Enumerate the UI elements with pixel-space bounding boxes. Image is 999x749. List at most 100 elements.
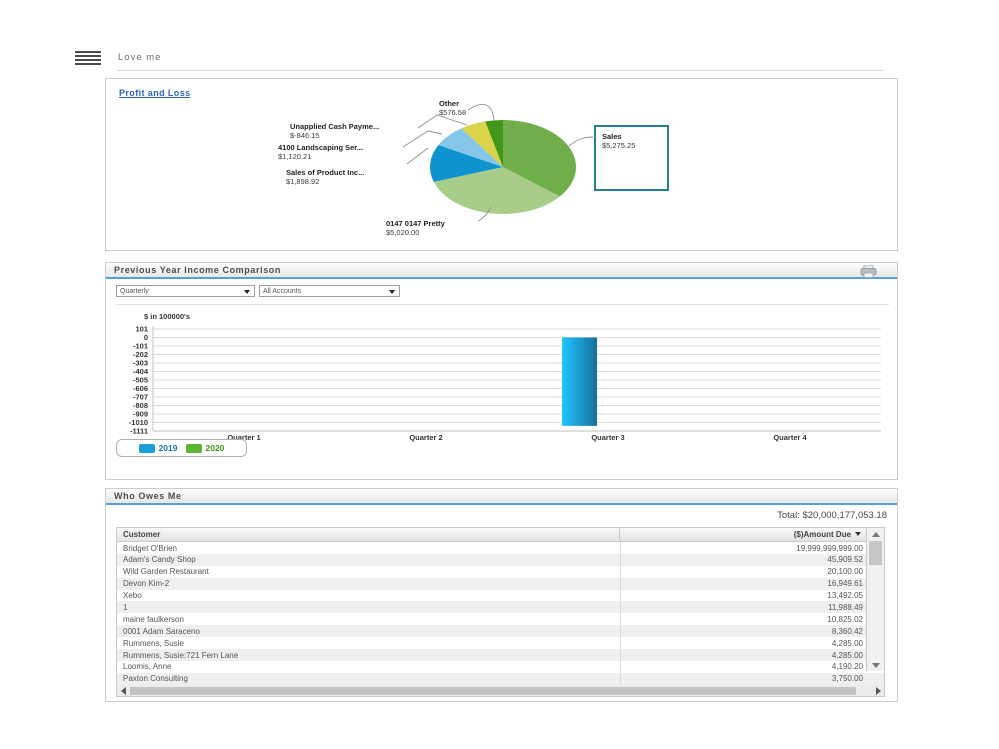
svg-text:-202: -202 <box>133 350 148 359</box>
column-header-customer[interactable]: Customer <box>117 528 620 541</box>
income-comparison-bar-chart: $ in 100000's 1010-101-202-303-404-505-60… <box>129 312 881 442</box>
svg-text:-909: -909 <box>133 410 148 419</box>
cell-amount-due: 4,285.00 <box>831 650 863 660</box>
cell-customer: Xebo <box>117 589 621 602</box>
pie-label-unapplied-cash: Unapplied Cash Payme... $-846.15 <box>290 122 380 140</box>
pie-slice-0147-0147-pretty[interactable] <box>433 167 560 214</box>
pie-label-other: Other $576.58 <box>439 99 467 117</box>
table-row[interactable]: Rummens, Susie 4,285.00 <box>117 637 884 650</box>
income-comparison-title: Previous Year Income Comparison <box>114 265 281 275</box>
scroll-right-button[interactable] <box>872 685 884 696</box>
svg-text:-606: -606 <box>133 384 148 393</box>
chevron-down-icon <box>389 290 395 294</box>
scroll-up-button[interactable] <box>867 528 884 540</box>
arrow-left-icon <box>120 686 126 695</box>
table-row[interactable]: Wild Garden Restaurant 20,100.00 <box>117 565 884 578</box>
legend-label: 2020 <box>205 443 225 453</box>
print-icon[interactable] <box>860 265 877 278</box>
svg-text:0: 0 <box>144 333 148 342</box>
scroll-left-button[interactable] <box>117 685 129 696</box>
pie-slice-other[interactable] <box>485 120 503 167</box>
svg-text:-404: -404 <box>133 367 149 376</box>
table-row[interactable]: Devon Kim-2 16,949.61 <box>117 577 884 590</box>
header-divider <box>117 70 884 71</box>
cell-amount-due: 13,492.05 <box>827 591 863 601</box>
pie-label-landscaping: 4100 Landscaping Ser... $1,120.21 <box>278 143 364 161</box>
svg-text:Quarter 3: Quarter 3 <box>591 433 624 442</box>
who-owes-me-title: Who Owes Me <box>114 491 182 501</box>
pie-slice-sales-of-product-inc[interactable] <box>429 145 503 182</box>
legend-item-2019: 2019 <box>138 443 178 453</box>
cell-customer: Devon Kim-2 <box>117 577 621 590</box>
legend-swatch-2019 <box>138 443 155 453</box>
profit-loss-card: Profit and Loss Other $576.58 Unapplied … <box>105 78 898 251</box>
svg-text:-808: -808 <box>133 401 148 410</box>
vertical-scrollbar-thumb[interactable] <box>869 541 882 565</box>
table-row[interactable]: maine faulkerson 10,825.02 <box>117 613 884 626</box>
pie-slice-4100-landscaping-ser[interactable] <box>438 128 503 167</box>
cell-customer: Rummens, Susie <box>117 637 621 650</box>
filters-divider <box>116 304 889 305</box>
amount-due-label: ($)Amount Due <box>793 530 852 539</box>
who-owes-me-header: Who Owes Me <box>106 489 897 505</box>
svg-text:Quarter 4: Quarter 4 <box>773 433 807 442</box>
profit-and-loss-link[interactable]: Profit and Loss <box>119 88 191 98</box>
scroll-down-button[interactable] <box>867 659 884 671</box>
vertical-scrollbar[interactable] <box>866 528 884 671</box>
legend-swatch-2020 <box>185 443 202 453</box>
table-row[interactable]: 1 11,988.49 <box>117 601 884 614</box>
table-row[interactable]: Loomis, Anne 4,190.20 <box>117 660 884 673</box>
period-dropdown-value: Quarterly <box>120 288 149 295</box>
legend-label: 2019 <box>158 443 178 453</box>
horizontal-scrollbar-thumb[interactable] <box>130 686 856 695</box>
cell-customer: 0001 Adam Saraceno <box>117 625 621 638</box>
svg-text:-1010: -1010 <box>129 418 148 427</box>
svg-text:-707: -707 <box>133 393 148 402</box>
cell-customer: Bridget O'Brien <box>117 542 621 554</box>
table-header-row: Customer ($)Amount Due <box>117 528 884 542</box>
accounts-dropdown-value: All Accounts <box>263 288 302 295</box>
cell-customer: Rummens, Susie:721 Fern Lane <box>117 649 621 661</box>
cell-customer: Wild Garden Restaurant <box>117 565 621 578</box>
cell-amount-due: 45,909.52 <box>827 555 863 565</box>
svg-text:101: 101 <box>135 325 148 334</box>
pie-label-sales-selected[interactable]: Sales $5,275.25 <box>594 125 669 191</box>
column-header-amount-due[interactable]: ($)Amount Due <box>620 528 866 541</box>
cell-customer: maine faulkerson <box>117 613 621 626</box>
period-dropdown[interactable]: Quarterly <box>116 285 255 297</box>
table-row[interactable]: 0001 Adam Saraceno 8,360.42 <box>117 625 884 638</box>
pie-slice-sales[interactable] <box>503 120 576 197</box>
legend-item-2020: 2020 <box>185 443 225 453</box>
cell-amount-due: 16,949.61 <box>827 579 863 589</box>
cell-customer: Loomis, Anne <box>117 660 621 673</box>
cell-amount-due: 19,999,999,999.00 <box>796 543 863 553</box>
hamburger-menu-icon[interactable] <box>75 51 101 65</box>
profit-loss-pie-chart[interactable] <box>106 79 899 252</box>
table-row[interactable]: Xebo 13,492.05 <box>117 589 884 602</box>
chart-legend: 2019 2020 <box>116 439 247 457</box>
cell-amount-due: 10,825.02 <box>827 614 863 624</box>
cell-amount-due: 3,750.00 <box>831 674 863 684</box>
table-row[interactable]: Bridget O'Brien 19,999,999,999.00 <box>117 542 884 554</box>
chart-filters: Quarterly All Accounts <box>116 285 400 297</box>
customers-table: Customer ($)Amount Due Bridget O'Brien 19… <box>116 527 885 686</box>
income-comparison-header: Previous Year Income Comparison <box>106 263 897 279</box>
income-comparison-card: Previous Year Income Comparison Quarterl… <box>105 262 898 480</box>
pie-leader-lines <box>402 103 594 222</box>
pie-slice-unapplied-cash-payme[interactable] <box>461 121 503 167</box>
arrow-right-icon <box>875 686 881 695</box>
bar-2019-quarter-3[interactable] <box>562 337 597 426</box>
svg-text:$ in 100000's: $ in 100000's <box>144 312 190 321</box>
horizontal-scrollbar[interactable] <box>116 685 885 697</box>
cell-amount-due: 4,285.00 <box>831 638 863 648</box>
table-row[interactable]: Adam's Candy Shop 45,909.52 <box>117 553 884 566</box>
pie-label-sales-of-product: Sales of Product Inc... $1,898.92 <box>286 168 365 186</box>
pie-label-0147-pretty: 0147 0147 Pretty $5,020.00 <box>386 219 445 237</box>
table-row[interactable]: Paxton Consulting 3,750.00 <box>117 672 884 685</box>
total-amount-due: Total: $20,000,177,053.18 <box>777 510 887 521</box>
cell-amount-due: 11,988.49 <box>828 602 863 612</box>
table-row[interactable]: Rummens, Susie:721 Fern Lane 4,285.00 <box>117 649 884 661</box>
accounts-dropdown[interactable]: All Accounts <box>259 285 400 297</box>
cell-amount-due: 20,100.00 <box>827 567 863 577</box>
